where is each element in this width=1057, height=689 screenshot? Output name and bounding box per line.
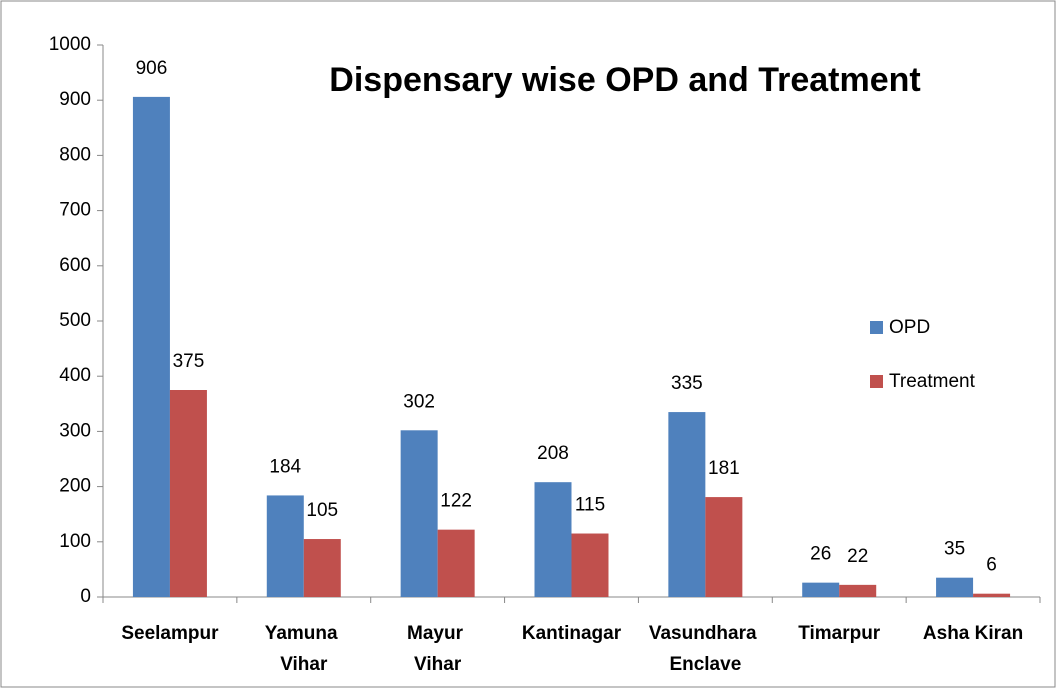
x-tick-label: Yamuna Vihar (265, 623, 343, 675)
value-label: 22 (847, 546, 868, 567)
y-tick-label: 1000 (49, 34, 91, 55)
bar (973, 593, 1011, 597)
x-tick-label: Timarpur (798, 623, 881, 644)
bar (802, 582, 840, 597)
bar (668, 412, 706, 597)
bar (132, 96, 170, 597)
value-label: 335 (671, 373, 703, 394)
value-label: 184 (269, 456, 301, 477)
value-label: 181 (708, 458, 740, 479)
y-tick-label: 900 (59, 89, 91, 110)
value-label: 122 (440, 491, 472, 512)
y-tick-label: 500 (59, 310, 91, 331)
bar (437, 529, 475, 597)
bar (266, 495, 304, 597)
bar (169, 390, 207, 597)
bar (534, 482, 572, 597)
x-tick-label: Asha Kiran (923, 623, 1023, 644)
value-label: 906 (136, 58, 168, 79)
value-label: 115 (575, 495, 605, 516)
x-tick-label: Mayur Vihar (407, 623, 468, 675)
bar (400, 430, 438, 597)
legend-label: OPD (889, 317, 930, 338)
value-label: 105 (306, 500, 338, 521)
y-tick-label: 0 (80, 586, 91, 607)
value-label: 302 (403, 391, 435, 412)
value-label: 208 (537, 443, 569, 464)
y-tick-label: 800 (59, 144, 91, 165)
x-tick-label: Vasundhara Enclave (649, 623, 762, 675)
chart-title: Dispensary wise OPD and Treatment (329, 61, 920, 99)
y-tick-label: 400 (59, 365, 91, 386)
value-label: 26 (810, 544, 831, 565)
y-tick-label: 200 (59, 476, 91, 497)
bar (303, 539, 341, 597)
y-tick-label: 300 (59, 420, 91, 441)
y-tick-label: 700 (59, 200, 91, 221)
bar (705, 497, 743, 597)
legend-swatch (870, 375, 883, 388)
legend-swatch (870, 321, 883, 334)
bar (839, 584, 877, 597)
value-label: 375 (173, 351, 205, 372)
x-tick-label: Seelampur (121, 623, 219, 644)
bar (936, 577, 974, 597)
value-label: 35 (944, 539, 965, 560)
value-label: 6 (986, 555, 997, 576)
y-tick-label: 600 (59, 255, 91, 276)
bar (571, 533, 609, 597)
y-tick-label: 100 (59, 531, 91, 552)
x-tick-label: Kantinagar (522, 623, 622, 644)
legend-label: Treatment (889, 371, 976, 392)
